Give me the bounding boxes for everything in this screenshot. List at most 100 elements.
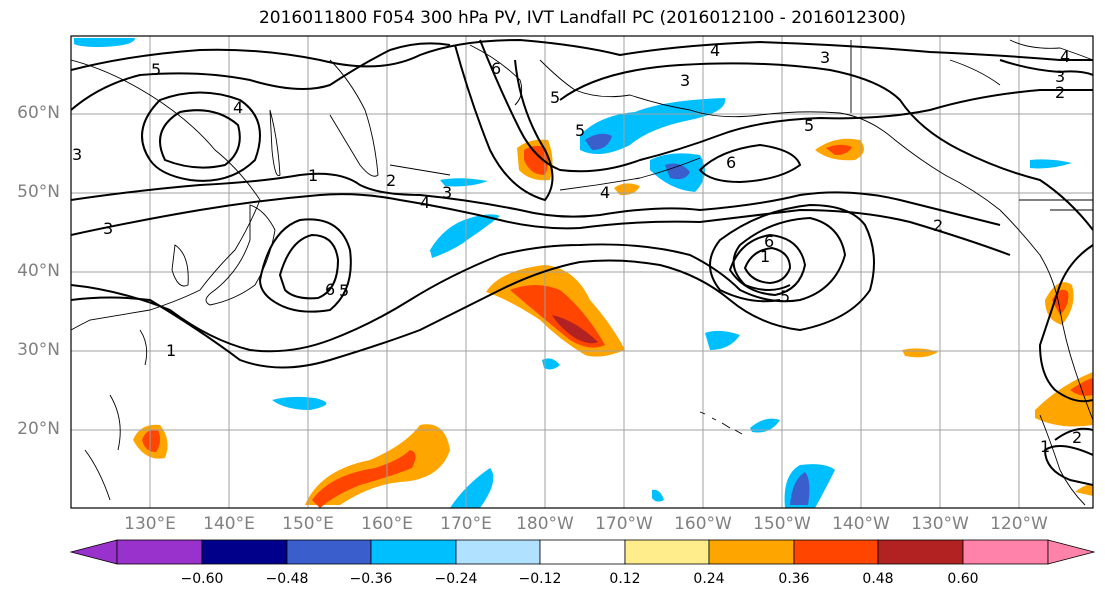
lon-label: 160°W — [674, 514, 732, 534]
pv-contour-line — [71, 172, 1001, 226]
lon-label: 170°E — [440, 514, 492, 534]
colorbar — [69, 539, 1096, 565]
lon-label: 130°E — [124, 514, 176, 534]
colorbar-extend-low — [69, 539, 118, 565]
coast-alaska — [539, 59, 1001, 211]
shade-negative — [74, 38, 135, 47]
contour-label: 6 — [764, 232, 774, 251]
lat-label: 50°N — [17, 182, 60, 202]
pv-contour-line — [743, 246, 792, 285]
contour-label: 6 — [491, 59, 501, 78]
colorbar-extend-high — [1047, 539, 1096, 565]
contour-label: 4 — [600, 183, 610, 202]
shade-negative — [585, 133, 612, 150]
colorbar-tick-label: 0.24 — [693, 571, 725, 587]
lat-lon-grid — [71, 36, 1093, 508]
pv-contour-line — [159, 109, 241, 169]
coast-sakhalin — [269, 109, 281, 177]
pv-contour-line — [1054, 427, 1093, 441]
coastlines — [71, 39, 1093, 506]
coast-hawaii — [699, 411, 743, 435]
contour-label: 6 — [325, 280, 335, 299]
shade-negative — [652, 489, 664, 502]
contour-label: 1 — [166, 341, 176, 360]
shade-negative — [580, 98, 726, 154]
shade-positive — [1075, 484, 1093, 496]
pv-contour-line — [1043, 445, 1093, 486]
colorbar-tick-label: 0.48 — [862, 571, 894, 587]
map-frame — [70, 35, 1094, 509]
coast-canada-arctic — [949, 39, 1093, 86]
shade-negative — [430, 214, 500, 258]
lon-label: 160°E — [361, 514, 413, 534]
contour-label: 2 — [933, 216, 943, 235]
colorbar-swatch — [455, 539, 541, 565]
pv-contour-line — [258, 218, 352, 313]
coast-na-west — [999, 209, 1093, 421]
colorbar-swatch — [201, 539, 288, 565]
coast-korea — [171, 244, 189, 287]
shade-positive — [524, 145, 548, 175]
contour-label: 4 — [420, 193, 430, 212]
contour-labels: 5 4 1 2 3 4 6 5 4 3 6 5 5 4 6 1 6 5 3 2 … — [72, 41, 1082, 456]
map-title: 2016011800 F054 300 hPa PV, IVT Landfall… — [258, 8, 906, 28]
contour-label: 3 — [820, 48, 830, 67]
shade-negative — [272, 396, 327, 410]
shading-fields — [74, 38, 1093, 508]
pv-contour-line — [454, 44, 554, 202]
coast-na-south — [1039, 414, 1086, 506]
shade-negative — [705, 330, 740, 350]
lon-label: 170°W — [595, 514, 653, 534]
contour-label: 3 — [72, 145, 82, 164]
colorbar-swatch — [708, 539, 795, 565]
contour-label: 5 — [550, 88, 560, 107]
pv-contour-line — [479, 39, 1093, 173]
contour-label: 4 — [233, 98, 243, 117]
colorbar-tick-label: 0.12 — [609, 571, 641, 587]
contour-label: 4 — [1060, 47, 1070, 66]
shade-negative — [440, 178, 488, 187]
lat-label: 60°N — [17, 103, 60, 123]
shade-negative — [750, 418, 780, 433]
lon-label: 120°W — [990, 514, 1048, 534]
colorbar-tick-label: −0.60 — [180, 571, 224, 587]
shade-positive — [614, 183, 640, 196]
shade-positive — [552, 315, 598, 344]
colorbar-swatch — [624, 539, 710, 565]
shade-negative — [450, 468, 494, 508]
colorbar-swatch — [793, 539, 879, 565]
lon-label: 140°E — [203, 514, 255, 534]
shade-positive — [1035, 372, 1093, 427]
contour-label: 6 — [726, 153, 736, 172]
shade-positive — [1070, 378, 1093, 396]
shade-negative — [665, 163, 690, 180]
lon-label: 140°W — [832, 514, 890, 534]
coast-japan — [205, 204, 276, 306]
contour-label: 5 — [339, 281, 349, 300]
shade-negative — [790, 472, 810, 505]
pv-contours — [71, 38, 1093, 486]
coast-border — [850, 40, 1093, 211]
shade-positive — [826, 144, 852, 155]
contour-label: 1 — [308, 166, 318, 185]
contour-label: 5 — [575, 121, 585, 140]
lat-label: 30°N — [17, 340, 60, 360]
contour-label: 5 — [780, 287, 790, 306]
lon-label: 150°E — [282, 514, 334, 534]
contour-label: 1 — [1040, 437, 1050, 456]
coast-aleutians — [389, 157, 701, 191]
colorbar-tick-label: −0.36 — [349, 571, 393, 587]
colorbar-swatch — [539, 539, 626, 565]
contour-label: 5 — [151, 60, 161, 79]
contour-label: 2 — [1072, 428, 1082, 447]
contour-label: 3 — [1055, 67, 1065, 86]
pv-contour-line — [1038, 244, 1093, 403]
contour-label: 3 — [680, 71, 690, 90]
shade-negative — [542, 358, 560, 370]
coast-taiwan-philippines — [84, 329, 148, 501]
contour-label: 2 — [1055, 83, 1065, 102]
pv-contour-line — [999, 59, 1093, 76]
lon-label: 180°W — [516, 514, 574, 534]
colorbar-swatch — [286, 539, 372, 565]
lat-label: 40°N — [17, 261, 60, 281]
